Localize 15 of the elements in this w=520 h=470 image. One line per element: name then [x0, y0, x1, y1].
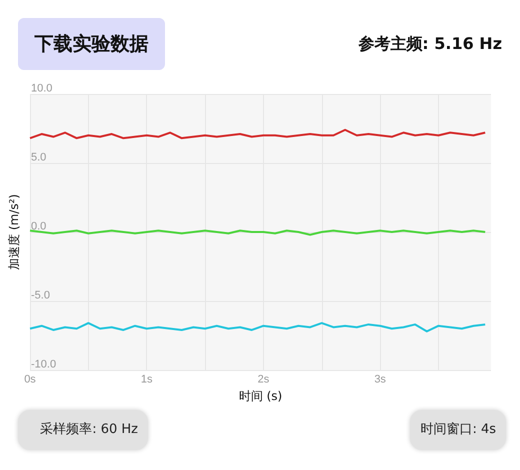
text: 参考主频: 5.16 Hz [358, 34, 502, 55]
y-tick-label: 5.0 [31, 152, 46, 164]
x-tick-label: 1s [140, 374, 154, 386]
x-tick-label: 0s [24, 374, 36, 386]
x-tick-label: 3s [374, 374, 386, 386]
y-tick-label: 0.0 [31, 220, 46, 232]
y-axis-title: 加速度 (m/s²) [7, 194, 22, 270]
text: 时间窗口: 4s [410, 410, 506, 450]
x-tick-label: 2s [258, 374, 270, 386]
text: 采样频率: 60 Hz [18, 410, 148, 450]
y-tick-label: 10.0 [31, 82, 52, 94]
text: 下载实验数据 [18, 18, 165, 70]
y-tick-label: -10.0 [31, 358, 56, 370]
y-tick-label: -5.0 [31, 290, 50, 302]
x-axis-title: 时间 (s) [238, 389, 282, 403]
